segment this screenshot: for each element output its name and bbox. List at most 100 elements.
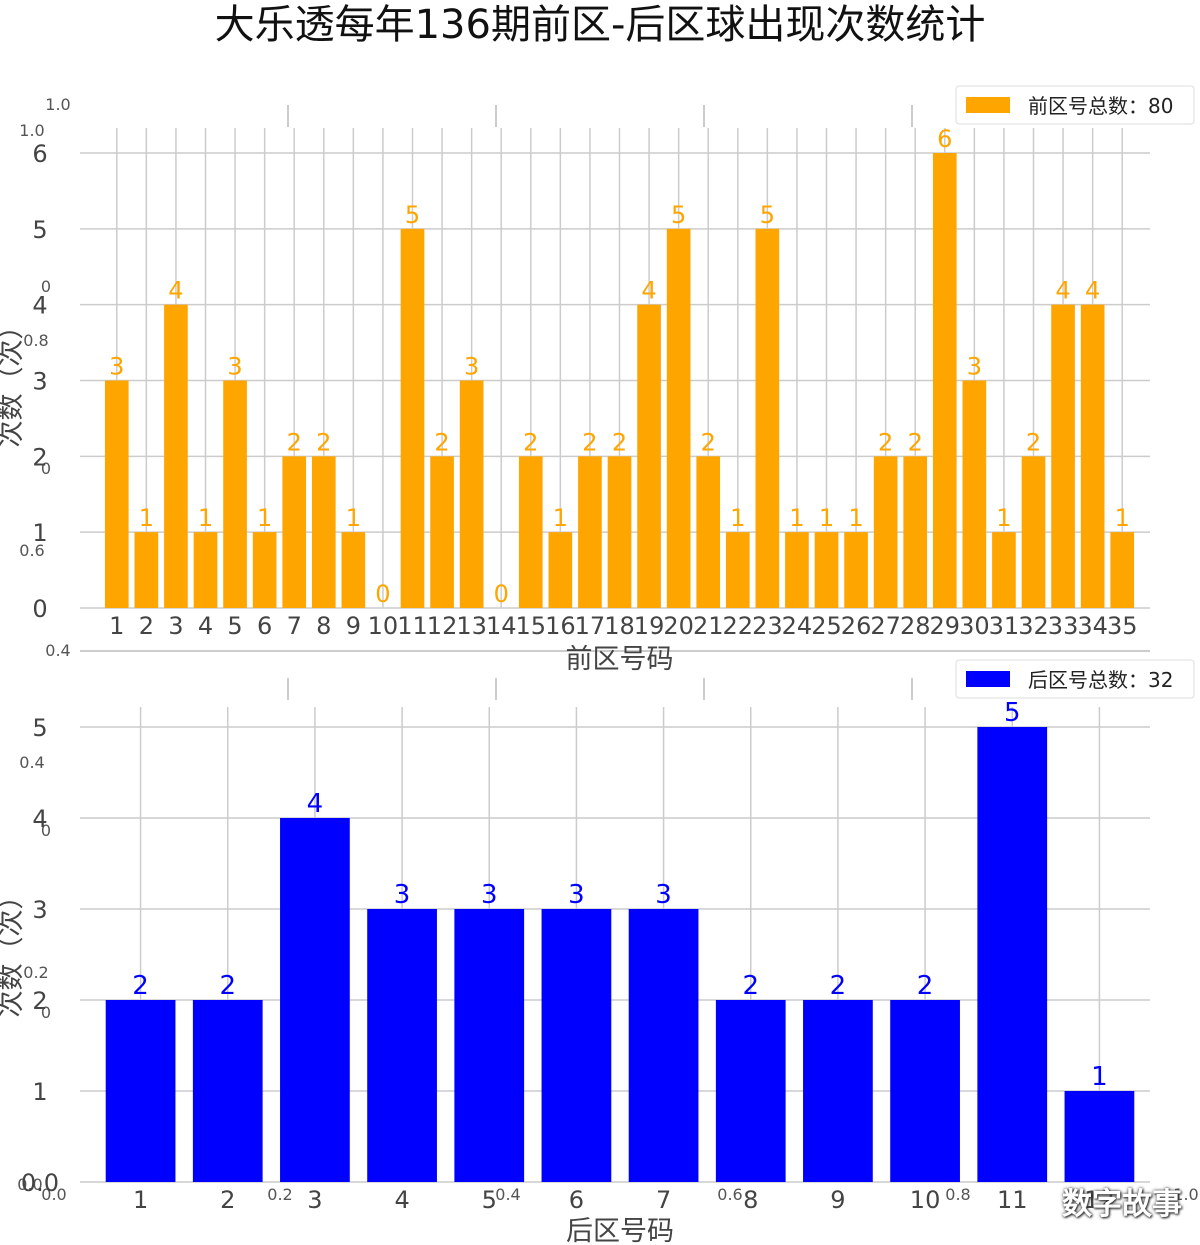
x-tick-label: 13: [456, 612, 487, 640]
bg-tick-label: 0: [41, 821, 51, 840]
bar-value-label: 4: [1085, 277, 1100, 305]
bar: [715, 1000, 786, 1182]
bar: [134, 532, 159, 608]
x-tick-label: 8: [316, 612, 331, 640]
y-tick-label: 2: [32, 443, 47, 471]
bar: [607, 456, 632, 608]
x-tick-label: 32: [1018, 612, 1049, 640]
x-tick-label: 7: [287, 612, 302, 640]
y-axis-label: 次数（次）: [0, 313, 27, 448]
bar-value-label: 1: [257, 504, 272, 532]
x-tick-label: 6: [569, 1186, 584, 1214]
bg-tick-label: 0.8: [945, 1185, 970, 1204]
x-tick-label: 4: [394, 1186, 409, 1214]
bar-value-label: 4: [307, 789, 324, 819]
bar: [223, 380, 247, 608]
bar: [252, 532, 277, 608]
x-axis-label: 后区号码: [566, 1216, 674, 1245]
x-tick-label: 11: [397, 612, 428, 640]
bar-value-label: 3: [655, 880, 672, 910]
bar-value-label: 3: [109, 353, 124, 381]
bar-value-label: 1: [139, 504, 154, 532]
y-tick-label: 4: [32, 805, 47, 833]
y-tick-label: 0: [32, 595, 47, 623]
bar-value-label: 1: [730, 504, 745, 532]
x-tick-label: 3: [168, 612, 183, 640]
bar-value-label: 1: [996, 504, 1011, 532]
x-tick-label: 35: [1107, 612, 1138, 640]
bar-value-label: 0: [375, 580, 390, 608]
bar-value-label: 4: [1055, 277, 1070, 305]
bg-tick-label: 0.4: [19, 753, 44, 772]
bar-value-label: 5: [405, 201, 420, 229]
x-tick-label: 31: [989, 612, 1020, 640]
bg-tick-label: 0: [41, 459, 51, 478]
bar-value-label: 2: [523, 428, 538, 456]
bar-value-label: 3: [394, 880, 411, 910]
x-tick-label: 10: [368, 612, 399, 640]
y-tick-label: 5: [32, 216, 47, 244]
y-axis-label: 次数（次）: [0, 883, 27, 1018]
bar-value-label: 3: [568, 880, 585, 910]
bg-tick-label: 1.0: [45, 95, 70, 114]
bar: [459, 380, 484, 608]
bar-value-label: 2: [132, 971, 149, 1001]
bar: [890, 1000, 960, 1182]
bar: [541, 909, 612, 1182]
x-tick-label: 2: [220, 1186, 235, 1214]
y-tick-label: 4: [32, 292, 47, 320]
bar-value-label: 1: [346, 504, 361, 532]
bar-value-label: 2: [316, 428, 331, 456]
x-tick-label: 27: [870, 612, 901, 640]
watermark: 数字故事: [1062, 1187, 1182, 1222]
chart-title: 大乐透每年136期前区-后区球出现次数统计: [215, 2, 986, 48]
bg-tick-label: 1.0: [1173, 1185, 1198, 1204]
y-tick-label: 3: [32, 896, 47, 924]
bg-tick-label: 0: [41, 1003, 51, 1022]
x-tick-label: 12: [427, 612, 458, 640]
bg-tick-label: 0.8: [23, 331, 48, 350]
x-tick-label: 7: [656, 1186, 671, 1214]
bar-value-label: 3: [967, 353, 982, 381]
bar-value-label: 2: [917, 971, 934, 1001]
bar: [518, 456, 543, 608]
bg-tick-label: 0.2: [267, 1185, 292, 1204]
bg-tick-label: 0.0: [41, 1185, 66, 1204]
bar-value-label: 3: [227, 353, 242, 381]
bar-value-label: 2: [287, 428, 302, 456]
bar: [1021, 456, 1046, 608]
x-tick-label: 25: [811, 612, 842, 640]
bar-value-label: 5: [671, 201, 686, 229]
bar: [430, 456, 454, 608]
x-tick-label: 21: [693, 612, 724, 640]
legend-swatch: [966, 671, 1010, 687]
legend: 前区号总数：80: [955, 85, 1195, 125]
bar: [454, 909, 525, 1182]
bar-value-label: 1: [848, 504, 863, 532]
bar-value-label: 2: [878, 428, 893, 456]
x-tick-label: 33: [1048, 612, 1079, 640]
legend-label: 前区号总数：80: [1028, 94, 1173, 118]
bar: [1064, 1091, 1135, 1182]
bar-value-label: 5: [1004, 698, 1021, 728]
bar: [873, 456, 898, 608]
bar: [104, 380, 129, 608]
bar: [992, 532, 1016, 608]
legend-swatch: [966, 97, 1010, 113]
bar-value-label: 2: [434, 428, 449, 456]
x-tick-label: 19: [634, 612, 665, 640]
bar: [666, 228, 691, 609]
bar: [637, 304, 661, 608]
back-zone-chart: 0.012345212243343536372829210511112后区号码次…: [0, 659, 1195, 1245]
bar: [755, 228, 780, 609]
bar: [696, 456, 721, 608]
bg-tick-label: 0.4: [45, 641, 70, 660]
legend: 后区号总数：32: [955, 659, 1195, 699]
x-tick-label: 24: [782, 612, 813, 640]
x-tick-label: 5: [227, 612, 242, 640]
bar-value-label: 1: [1115, 504, 1130, 532]
bar-value-label: 2: [830, 971, 847, 1001]
bar: [725, 532, 750, 608]
bar-value-label: 4: [168, 277, 183, 305]
y-tick-label: 5: [32, 714, 47, 742]
